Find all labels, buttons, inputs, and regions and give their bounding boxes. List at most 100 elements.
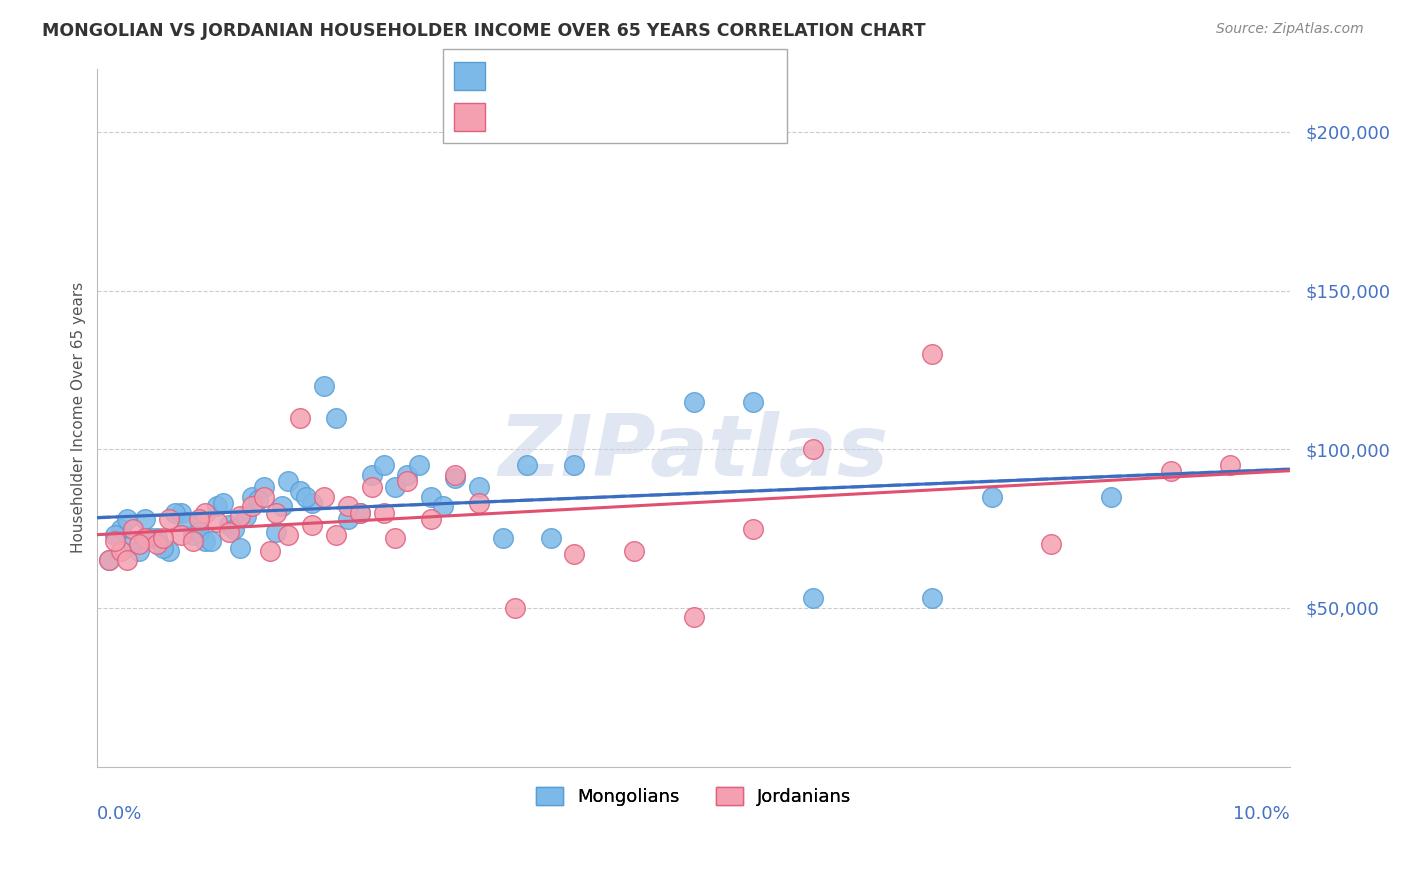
Mongolians [295, 490, 318, 504]
Text: R =: R = [496, 69, 536, 87]
Jordanians [1219, 458, 1241, 472]
Jordanians [373, 506, 395, 520]
Mongolians [157, 544, 180, 558]
Mongolians [360, 467, 382, 482]
Mongolians [139, 531, 162, 545]
Mongolians [408, 458, 430, 472]
Mongolians [801, 591, 824, 606]
Mongolians [200, 534, 222, 549]
Mongolians [211, 496, 233, 510]
Text: N =: N = [609, 107, 648, 125]
Mongolians [921, 591, 943, 606]
Jordanians [104, 534, 127, 549]
Mongolians [224, 522, 246, 536]
Mongolians [205, 500, 228, 514]
Jordanians [384, 531, 406, 545]
Mongolians [115, 512, 138, 526]
Jordanians [187, 512, 209, 526]
Y-axis label: Householder Income Over 65 years: Householder Income Over 65 years [72, 282, 86, 553]
Text: MONGOLIAN VS JORDANIAN HOUSEHOLDER INCOME OVER 65 YEARS CORRELATION CHART: MONGOLIAN VS JORDANIAN HOUSEHOLDER INCOM… [42, 22, 925, 40]
Jordanians [503, 601, 526, 615]
Jordanians [277, 528, 299, 542]
Jordanians [444, 467, 467, 482]
Text: 45: 45 [651, 107, 676, 125]
Mongolians [420, 490, 443, 504]
Mongolians [540, 531, 562, 545]
Mongolians [128, 544, 150, 558]
Mongolians [349, 506, 371, 520]
Jordanians [229, 508, 252, 523]
Mongolians [122, 537, 145, 551]
Jordanians [468, 496, 491, 510]
Jordanians [682, 610, 704, 624]
Jordanians [253, 490, 276, 504]
Jordanians [218, 524, 240, 539]
Mongolians [242, 490, 264, 504]
Jordanians [115, 553, 138, 567]
Jordanians [128, 537, 150, 551]
Jordanians [742, 522, 765, 536]
Jordanians [1160, 465, 1182, 479]
Jordanians [98, 553, 121, 567]
Mongolians [682, 394, 704, 409]
Mongolians [492, 531, 515, 545]
Text: 0.0%: 0.0% [97, 805, 143, 823]
Jordanians [301, 518, 323, 533]
Legend: Mongolians, Jordanians: Mongolians, Jordanians [529, 780, 859, 814]
Text: R =: R = [496, 107, 541, 125]
Jordanians [205, 516, 228, 530]
Mongolians [176, 516, 198, 530]
Mongolians [110, 522, 132, 536]
Jordanians [312, 490, 335, 504]
Mongolians [325, 410, 347, 425]
Mongolians [229, 541, 252, 555]
Jordanians [194, 506, 217, 520]
Mongolians [468, 480, 491, 494]
Jordanians [288, 410, 311, 425]
Jordanians [242, 500, 264, 514]
Jordanians [420, 512, 443, 526]
Mongolians [980, 490, 1002, 504]
Jordanians [396, 474, 419, 488]
Mongolians [146, 531, 169, 545]
Mongolians [253, 480, 276, 494]
Mongolians [312, 379, 335, 393]
Jordanians [170, 528, 193, 542]
Mongolians [271, 500, 294, 514]
Mongolians [564, 458, 586, 472]
Jordanians [325, 528, 347, 542]
Jordanians [259, 544, 281, 558]
Jordanians [564, 547, 586, 561]
Mongolians [288, 483, 311, 498]
Mongolians [444, 471, 467, 485]
Mongolians [163, 506, 186, 520]
Mongolians [187, 524, 209, 539]
Jordanians [1040, 537, 1063, 551]
Mongolians [235, 508, 257, 523]
Mongolians [742, 394, 765, 409]
Mongolians [152, 541, 174, 555]
Jordanians [181, 534, 204, 549]
Mongolians [1099, 490, 1122, 504]
Text: 10.0%: 10.0% [1233, 805, 1289, 823]
Mongolians [516, 458, 538, 472]
Mongolians [134, 512, 156, 526]
Mongolians [170, 506, 193, 520]
Jordanians [264, 506, 287, 520]
Mongolians [181, 528, 204, 542]
Mongolians [104, 528, 127, 542]
Mongolians [301, 496, 323, 510]
Jordanians [623, 544, 645, 558]
Jordanians [146, 537, 169, 551]
Jordanians [349, 506, 371, 520]
Mongolians [194, 534, 217, 549]
Mongolians [336, 512, 359, 526]
Mongolians [384, 480, 406, 494]
Mongolians [432, 500, 454, 514]
Text: Source: ZipAtlas.com: Source: ZipAtlas.com [1216, 22, 1364, 37]
Jordanians [921, 347, 943, 361]
Text: N =: N = [609, 69, 648, 87]
Jordanians [336, 500, 359, 514]
Mongolians [396, 467, 419, 482]
Mongolians [264, 524, 287, 539]
